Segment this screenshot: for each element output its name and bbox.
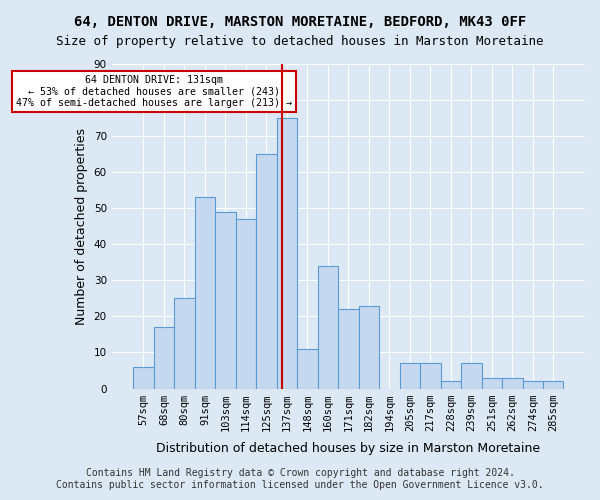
Bar	[400, 364, 420, 388]
Bar	[215, 212, 236, 388]
Bar	[297, 349, 317, 389]
Text: 64, DENTON DRIVE, MARSTON MORETAINE, BEDFORD, MK43 0FF: 64, DENTON DRIVE, MARSTON MORETAINE, BED…	[74, 15, 526, 29]
Bar	[277, 118, 297, 388]
Bar	[482, 378, 502, 388]
X-axis label: Distribution of detached houses by size in Marston Moretaine: Distribution of detached houses by size …	[157, 442, 541, 455]
Bar	[359, 306, 379, 388]
Bar	[502, 378, 523, 388]
Text: Size of property relative to detached houses in Marston Moretaine: Size of property relative to detached ho…	[56, 35, 544, 48]
Bar	[440, 382, 461, 388]
Bar	[154, 327, 174, 388]
Bar	[174, 298, 195, 388]
Text: 64 DENTON DRIVE: 131sqm
← 53% of detached houses are smaller (243)
47% of semi-d: 64 DENTON DRIVE: 131sqm ← 53% of detache…	[16, 75, 292, 108]
Bar	[256, 154, 277, 388]
Bar	[420, 364, 440, 388]
Bar	[236, 219, 256, 388]
Y-axis label: Number of detached properties: Number of detached properties	[75, 128, 88, 325]
Bar	[338, 309, 359, 388]
Bar	[195, 198, 215, 388]
Bar	[133, 367, 154, 388]
Bar	[523, 382, 543, 388]
Text: Contains HM Land Registry data © Crown copyright and database right 2024.
Contai: Contains HM Land Registry data © Crown c…	[56, 468, 544, 490]
Bar	[543, 382, 563, 388]
Bar	[317, 266, 338, 388]
Bar	[461, 364, 482, 388]
